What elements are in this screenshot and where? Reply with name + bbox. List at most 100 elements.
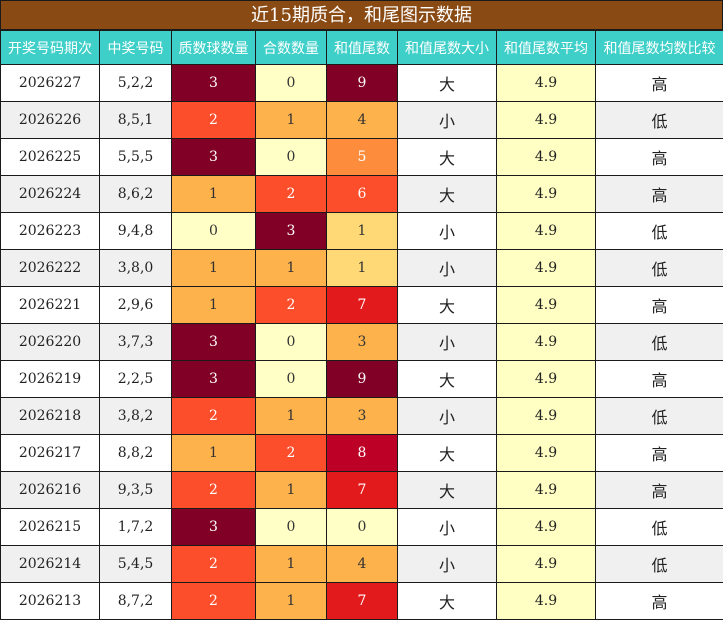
period-cell: 2026227 — [0, 64, 100, 102]
average-compare-cell: 高 — [595, 360, 723, 398]
sum-tail-cell: 7 — [326, 471, 398, 509]
tail-size-cell: 小 — [397, 545, 497, 583]
composite-count-cell: 2 — [255, 286, 327, 324]
tail-average-cell: 4.9 — [496, 175, 596, 213]
composite-count-cell: 1 — [255, 582, 327, 620]
prime-count-cell: 2 — [171, 471, 256, 509]
column-header-prime-count: 质数球数量 — [171, 30, 256, 65]
period-cell: 2026224 — [0, 175, 100, 213]
period-cell: 2026221 — [0, 286, 100, 324]
prime-count-cell: 0 — [171, 212, 256, 250]
sum-tail-cell: 0 — [326, 508, 398, 546]
column-header-sum-tail: 和值尾数 — [326, 30, 398, 65]
winning-numbers-cell: 5,5,5 — [99, 138, 172, 176]
average-compare-cell: 低 — [595, 397, 723, 435]
prime-count-cell: 3 — [171, 64, 256, 102]
tail-average-cell: 4.9 — [496, 323, 596, 361]
tail-size-cell: 大 — [397, 471, 497, 509]
winning-numbers-cell: 3,8,2 — [99, 397, 172, 435]
tail-average-cell: 4.9 — [496, 434, 596, 472]
composite-count-cell: 0 — [255, 323, 327, 361]
average-compare-cell: 高 — [595, 138, 723, 176]
winning-numbers-cell: 8,7,2 — [99, 582, 172, 620]
column-header-tail-average: 和值尾数平均 — [496, 30, 596, 65]
average-compare-cell: 低 — [595, 508, 723, 546]
composite-count-cell: 1 — [255, 397, 327, 435]
prime-count-cell: 1 — [171, 286, 256, 324]
tail-average-cell: 4.9 — [496, 582, 596, 620]
table-row: 2026213 8,7,2 2 1 7 大 4.9 高 — [0, 582, 723, 620]
period-cell: 2026219 — [0, 360, 100, 398]
average-compare-cell: 低 — [595, 101, 723, 139]
winning-numbers-cell: 9,4,8 — [99, 212, 172, 250]
data-table: 开奖号码期次 中奖号码 质数球数量 合数数量 和值尾数 和值尾数大小 和值尾数平… — [0, 30, 723, 620]
table-row: 2026223 9,4,8 0 3 1 小 4.9 低 — [0, 212, 723, 250]
sum-tail-cell: 4 — [326, 545, 398, 583]
tail-average-cell: 4.9 — [496, 249, 596, 287]
winning-numbers-cell: 3,8,0 — [99, 249, 172, 287]
period-cell: 2026222 — [0, 249, 100, 287]
tail-average-cell: 4.9 — [496, 64, 596, 102]
prime-count-cell: 1 — [171, 434, 256, 472]
sum-tail-cell: 1 — [326, 212, 398, 250]
winning-numbers-cell: 8,6,2 — [99, 175, 172, 213]
tail-average-cell: 4.9 — [496, 286, 596, 324]
sum-tail-cell: 8 — [326, 434, 398, 472]
prime-count-cell: 3 — [171, 323, 256, 361]
tail-size-cell: 大 — [397, 434, 497, 472]
table-row: 2026225 5,5,5 3 0 5 大 4.9 高 — [0, 138, 723, 176]
table-row: 2026216 9,3,5 2 1 7 大 4.9 高 — [0, 471, 723, 509]
prime-count-cell: 2 — [171, 582, 256, 620]
table-row: 2026220 3,7,3 3 0 3 小 4.9 低 — [0, 323, 723, 361]
page-title: 近15期质合，和尾图示数据 — [0, 0, 723, 30]
period-cell: 2026225 — [0, 138, 100, 176]
tail-average-cell: 4.9 — [496, 545, 596, 583]
tail-average-cell: 4.9 — [496, 508, 596, 546]
column-header-period: 开奖号码期次 — [0, 30, 100, 65]
composite-count-cell: 2 — [255, 434, 327, 472]
sum-tail-cell: 6 — [326, 175, 398, 213]
tail-size-cell: 小 — [397, 397, 497, 435]
prime-count-cell: 3 — [171, 360, 256, 398]
average-compare-cell: 高 — [595, 471, 723, 509]
prime-count-cell: 3 — [171, 138, 256, 176]
average-compare-cell: 高 — [595, 64, 723, 102]
table-row: 2026219 2,2,5 3 0 9 大 4.9 高 — [0, 360, 723, 398]
prime-count-cell: 1 — [171, 249, 256, 287]
column-header-numbers: 中奖号码 — [99, 30, 172, 65]
prime-count-cell: 1 — [171, 175, 256, 213]
column-header-average-compare: 和值尾数均数比较 — [595, 30, 723, 65]
tail-size-cell: 小 — [397, 212, 497, 250]
average-compare-cell: 高 — [595, 582, 723, 620]
tail-size-cell: 小 — [397, 101, 497, 139]
tail-average-cell: 4.9 — [496, 138, 596, 176]
header-row: 开奖号码期次 中奖号码 质数球数量 合数数量 和值尾数 和值尾数大小 和值尾数平… — [0, 30, 723, 65]
winning-numbers-cell: 3,7,3 — [99, 323, 172, 361]
average-compare-cell: 低 — [595, 323, 723, 361]
tail-size-cell: 小 — [397, 249, 497, 287]
prime-count-cell: 2 — [171, 545, 256, 583]
table-row: 2026222 3,8,0 1 1 1 小 4.9 低 — [0, 249, 723, 287]
table-row: 2026221 2,9,6 1 2 7 大 4.9 高 — [0, 286, 723, 324]
table-row: 2026214 5,4,5 2 1 4 小 4.9 低 — [0, 545, 723, 583]
tail-average-cell: 4.9 — [496, 471, 596, 509]
table-body: 2026227 5,2,2 3 0 9 大 4.9 高 2026226 8,5,1 2 1 4 小 4.9 低… — [0, 64, 723, 620]
sum-tail-cell: 9 — [326, 64, 398, 102]
tail-size-cell: 小 — [397, 323, 497, 361]
winning-numbers-cell: 2,2,5 — [99, 360, 172, 398]
sum-tail-cell: 7 — [326, 582, 398, 620]
prime-count-cell: 3 — [171, 508, 256, 546]
winning-numbers-cell: 9,3,5 — [99, 471, 172, 509]
winning-numbers-cell: 1,7,2 — [99, 508, 172, 546]
prime-count-cell: 2 — [171, 397, 256, 435]
composite-count-cell: 1 — [255, 249, 327, 287]
tail-size-cell: 大 — [397, 64, 497, 102]
period-cell: 2026220 — [0, 323, 100, 361]
period-cell: 2026215 — [0, 508, 100, 546]
period-cell: 2026214 — [0, 545, 100, 583]
composite-count-cell: 1 — [255, 471, 327, 509]
table-row: 2026217 8,8,2 1 2 8 大 4.9 高 — [0, 434, 723, 472]
winning-numbers-cell: 8,5,1 — [99, 101, 172, 139]
winning-numbers-cell: 5,2,2 — [99, 64, 172, 102]
